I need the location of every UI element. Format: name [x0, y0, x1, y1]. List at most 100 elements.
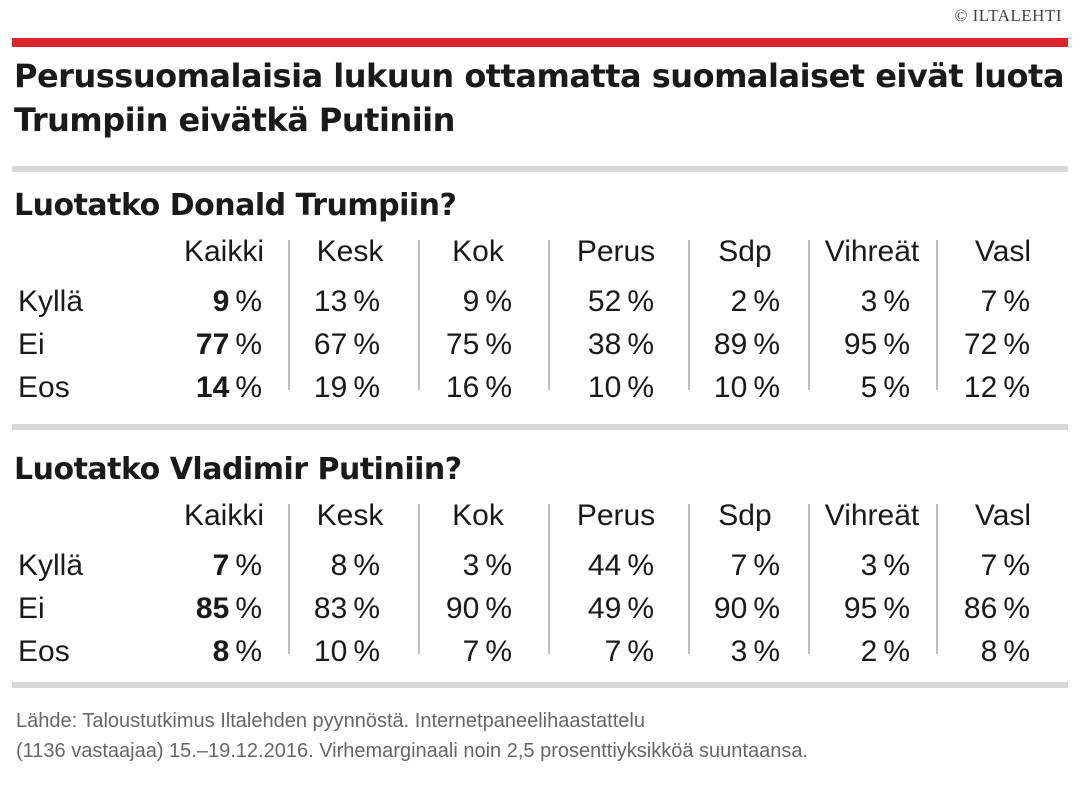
cell-value: 95: [843, 328, 878, 361]
table-cell: 67 %: [260, 325, 380, 365]
column-separator: [288, 240, 290, 390]
cell-value: 8: [330, 549, 348, 582]
cell-value: 52: [587, 285, 622, 318]
divider-middle: [12, 424, 1068, 430]
cell-unit: %: [235, 328, 262, 361]
cell-value: 12: [963, 371, 998, 404]
table-cell: 7 %: [534, 632, 654, 672]
cell-unit: %: [1003, 285, 1030, 318]
cell-unit: %: [485, 371, 512, 404]
question-trump: Luotatko Donald Trumpiin?: [14, 188, 457, 223]
red-top-bar: [12, 38, 1068, 47]
row-label: Eos: [18, 635, 70, 668]
cell-value: 44: [587, 549, 622, 582]
column-header-2: Kok: [452, 499, 504, 532]
cell-unit: %: [485, 549, 512, 582]
cell-value: 49: [587, 592, 622, 625]
cell-unit: %: [353, 592, 380, 625]
cell-value: 3: [860, 549, 878, 582]
column-separator: [688, 504, 690, 654]
cell-value: 75: [445, 328, 480, 361]
cell-value: 19: [313, 371, 348, 404]
cell-unit: %: [627, 635, 654, 668]
row-label: Kyllä: [18, 549, 84, 582]
cell-unit: %: [353, 328, 380, 361]
table-cell: 75 %: [392, 325, 512, 365]
column-header-3: Perus: [576, 499, 656, 532]
table-cell: 8 %: [910, 632, 1030, 672]
column-header-0: Kaikki: [183, 235, 265, 268]
cell-unit: %: [883, 285, 910, 318]
row-label: Kyllä: [18, 285, 84, 318]
table-cell: 10 %: [660, 368, 780, 408]
column-header-6: Vasl: [974, 235, 1032, 268]
table-cell: 7 %: [910, 546, 1030, 586]
column-header-2: Kok: [452, 235, 504, 268]
cell-value: 7: [212, 549, 230, 582]
table-cell: 12 %: [910, 368, 1030, 408]
table-cell: 95 %: [790, 589, 910, 629]
column-separator: [548, 240, 550, 390]
table-cell: 2 %: [660, 282, 780, 322]
cell-unit: %: [235, 635, 262, 668]
table-cell: 7 %: [660, 546, 780, 586]
table-cell: 89 %: [660, 325, 780, 365]
table-cell: 3 %: [790, 546, 910, 586]
cell-unit: %: [883, 592, 910, 625]
cell-value: 90: [445, 592, 480, 625]
cell-unit: %: [883, 371, 910, 404]
table-cell: 3 %: [660, 632, 780, 672]
headline: Perussuomalaisia lukuun ottamatta suomal…: [14, 57, 1064, 139]
cell-value: 72: [963, 328, 998, 361]
cell-unit: %: [883, 549, 910, 582]
column-separator: [808, 504, 810, 654]
cell-value: 7: [980, 549, 998, 582]
column-header-1: Kesk: [316, 235, 384, 268]
table-cell: 8 %: [142, 632, 262, 672]
question-putin: Luotatko Vladimir Putiniin?: [14, 452, 462, 487]
column-separator: [288, 504, 290, 654]
cell-unit: %: [485, 285, 512, 318]
cell-value: 38: [587, 328, 622, 361]
table-cell: 83 %: [260, 589, 380, 629]
source-line-2: (1136 vastaajaa) 15.–19.12.2016. Virhema…: [16, 740, 809, 762]
table-cell: 9 %: [392, 282, 512, 322]
cell-unit: %: [753, 285, 780, 318]
table-cell: 72 %: [910, 325, 1030, 365]
cell-unit: %: [1003, 371, 1030, 404]
copyright-label: © ILTALEHTI: [954, 6, 1062, 25]
cell-value: 83: [313, 592, 348, 625]
cell-value: 5: [860, 371, 878, 404]
cell-value: 67: [313, 328, 348, 361]
table-cell: 8 %: [260, 546, 380, 586]
cell-unit: %: [1003, 328, 1030, 361]
cell-unit: %: [485, 635, 512, 668]
column-header-4: Sdp: [718, 235, 772, 268]
row-label: Ei: [18, 328, 45, 361]
cell-value: 95: [843, 592, 878, 625]
source-note: Lähde: Taloustutkimus Iltalehden pyynnös…: [16, 706, 1066, 766]
table-cell: 7 %: [910, 282, 1030, 322]
table-cell: 52 %: [534, 282, 654, 322]
column-separator: [548, 504, 550, 654]
cell-unit: %: [883, 635, 910, 668]
table-cell: 7 %: [392, 632, 512, 672]
column-header-3: Perus: [576, 235, 656, 268]
cell-unit: %: [353, 549, 380, 582]
cell-unit: %: [753, 328, 780, 361]
column-separator: [418, 240, 420, 390]
source-line-1: Lähde: Taloustutkimus Iltalehden pyynnös…: [16, 710, 645, 732]
column-separator: [688, 240, 690, 390]
table-putin: Kaikki Kesk Kok Perus Sdp Vihreät Vasl Kyllä 7 %…: [0, 496, 1080, 668]
cell-unit: %: [353, 285, 380, 318]
cell-unit: %: [353, 371, 380, 404]
cell-value: 90: [713, 592, 748, 625]
cell-unit: %: [235, 592, 262, 625]
table-cell: 77 %: [142, 325, 262, 365]
cell-value: 9: [462, 285, 480, 318]
cell-value: 16: [445, 371, 480, 404]
cell-value: 77: [195, 328, 230, 361]
cell-unit: %: [753, 549, 780, 582]
table-cell: 9 %: [142, 282, 262, 322]
column-separator: [808, 240, 810, 390]
